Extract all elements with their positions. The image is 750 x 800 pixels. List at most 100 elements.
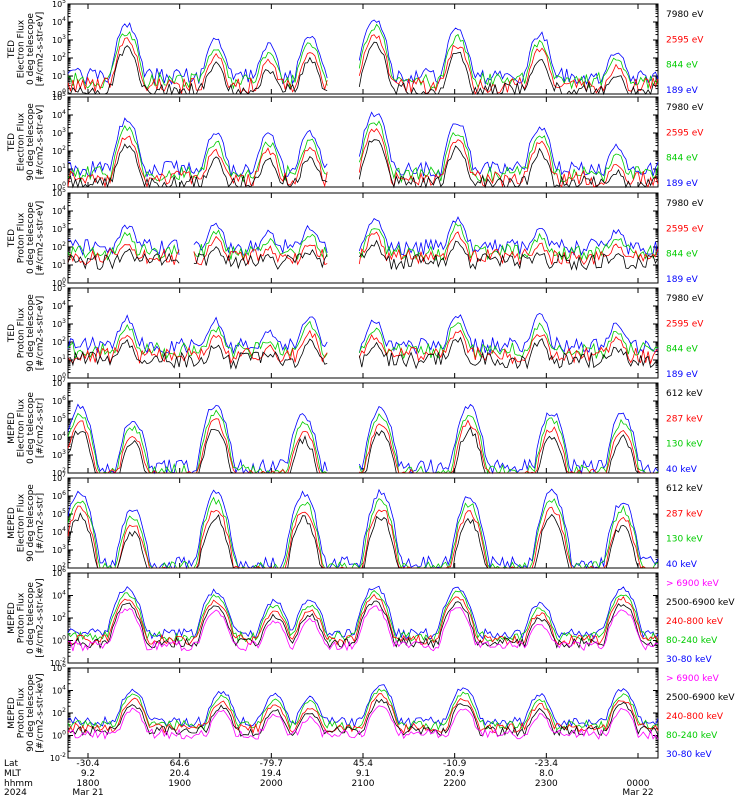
y-tick-label: 105 [52,0,66,9]
legend-entry: 189 eV [666,86,699,96]
legend-entry: 612 keV [666,389,703,399]
series-line [67,329,328,365]
y-tick-label: 105 [52,508,66,519]
y-tick-label: 106 [52,662,66,673]
series-line [67,698,659,737]
legend-entry: 240-800 keV [666,617,724,627]
legend-entry: 287 keV [666,414,703,424]
footer-lat: -10.9 [443,759,467,769]
legend-entry: 80-240 keV [666,636,718,646]
series-line [359,426,658,474]
y-tick-label: 102 [52,707,66,718]
y-tick-label: 100 [52,181,66,192]
y-tick-label: 104 [52,300,66,311]
legend-entry: 2595 eV [666,35,704,45]
series-line [67,593,659,646]
y-tick-label: 100 [52,88,66,99]
y-tick-label: 101 [52,259,66,270]
series-line [193,246,328,270]
legend-entry: 80-240 keV [666,731,718,741]
footer-hhmm: 2100 [352,779,375,789]
footer-row-label: hhmm [4,779,33,789]
panel-frame [67,382,659,474]
y-tick-label: 10-2 [50,657,66,668]
y-tick-label: 100 [52,635,66,646]
panel-y-label: TEDProton Flux90 deg telescope[#/cm2-s-s… [7,294,46,372]
legend-entry: 130 keV [666,535,703,545]
series-line [358,329,659,365]
panel-frame [67,667,659,759]
panel-2: 100 101 102 103 104 105 TEDElectron Flux90 deg… [7,91,704,192]
legend-entry: 844 eV [666,345,699,355]
series-line [358,216,659,256]
footer-lat: 64.6 [170,759,190,769]
footer-hhmm: 2000 [260,779,283,789]
footer-lat: 45.4 [353,759,373,769]
y-tick-label: 102 [52,612,66,623]
footer-mlt: 20.4 [170,769,190,779]
legend-entry: 7980 eV [666,10,704,20]
series-line [67,512,658,569]
legend-entry: 30-80 keV [666,655,712,665]
series-line [358,120,659,184]
y-tick-label: 102 [52,467,66,478]
legend-entry: 7980 eV [666,103,704,113]
series-line [358,128,659,188]
y-tick-label: 106 [52,490,66,501]
legend-entry: 287 keV [666,509,703,519]
legend-entry: 2500-6900 keV [666,693,735,703]
series-line [67,705,659,740]
y-tick-label: 105 [52,91,66,102]
legend-entry: 2595 eV [666,224,704,234]
footer-hhmm: 2300 [535,779,558,789]
panel-5: 102 103 104 105 106 107 MEPEDElectron Flux0 de… [7,377,703,478]
y-tick-label: 102 [52,145,66,156]
series-line [358,41,659,96]
y-tick-label: 105 [52,413,66,424]
footer-mlt: 20.9 [445,769,465,779]
series-line [67,496,659,570]
y-tick-label: 102 [52,336,66,347]
panel-y-label: MEPEDProton Flux0 deg telescope[#/cm2-s-… [7,578,46,657]
panel-y-label: MEPEDElectron Flux0 deg telescope[#/cm2-… [7,392,46,464]
legend-entry: 844 eV [666,250,699,260]
y-tick-label: 101 [52,70,66,81]
y-tick-label: 106 [52,567,66,578]
legend-entry: 7980 eV [666,199,704,209]
y-tick-label: 103 [52,318,66,329]
y-tick-label: 100 [52,730,66,741]
legend-entry: 612 keV [666,484,703,494]
series-line [67,224,180,257]
series-line [67,248,180,270]
legend-entry: > 6900 keV [666,674,720,684]
panel-8: 10-2 100 102 104 106 MEPEDProton Flux90 deg t… [7,662,735,763]
y-tick-label: 103 [52,127,66,138]
y-tick-label: 104 [52,685,66,696]
series-line [67,125,328,183]
legend-entry: 189 eV [666,370,699,380]
series-line [358,231,659,266]
footer-date: Mar 22 [622,788,653,798]
series-line [358,19,659,86]
panel-y-label: TEDElectron Flux90 deg telescope[#/cm2-s… [7,103,46,181]
legend-entry: 30-80 keV [666,750,712,760]
series-line [67,403,328,475]
legend-entry: 2500-6900 keV [666,598,735,608]
series-line [67,428,328,474]
legend-entry: 130 keV [666,440,703,450]
footer-mlt: 8.0 [539,769,554,779]
y-tick-label: 104 [52,205,66,216]
panel-6: 102 103 104 105 106 107 MEPEDElectron Flux90 d… [7,472,703,573]
panel-3: 100 101 102 103 104 105 TEDProton Flux0 deg te… [7,187,704,288]
series-line [67,600,659,650]
series-line [358,34,659,95]
y-tick-label: 103 [52,223,66,234]
y-tick-label: 100 [52,277,66,288]
series-line [67,320,328,360]
y-tick-label: 102 [52,52,66,63]
y-tick-label: 103 [52,449,66,460]
legend-entry: 844 eV [666,154,699,164]
legend-entry: 40 keV [666,465,698,475]
